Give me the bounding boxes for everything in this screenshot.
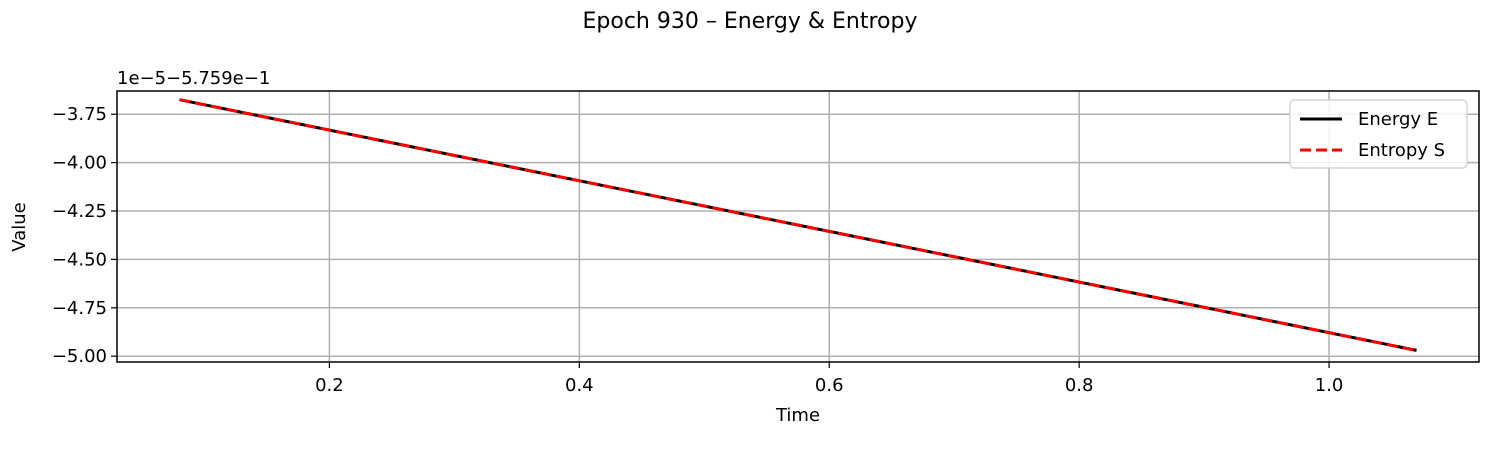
y-axis-label: Value	[9, 202, 30, 251]
plot-frame	[116, 90, 1480, 363]
y-tick-label: −4.25	[52, 201, 107, 222]
x-tick-label: 0.6	[815, 375, 844, 396]
x-axis-label: Time	[775, 405, 820, 426]
x-tick-label: 0.2	[315, 375, 344, 396]
grid-layer	[117, 91, 1479, 362]
legend-label: Energy E	[1358, 109, 1438, 130]
x-tick-label: 0.8	[1065, 375, 1094, 396]
chart-title: Epoch 930 – Energy & Entropy	[583, 9, 918, 34]
y-tick-label: −4.50	[52, 249, 107, 270]
legend-label: Entropy S	[1358, 140, 1445, 161]
series-line-entropy-s	[179, 98, 1417, 352]
legend: Energy E Entropy S	[1289, 99, 1468, 169]
ticks-layer: 0.2 0.4 0.6 0.8 1.0 −3.75 −4.00 −4.25 −4.50 −4.75…	[52, 104, 1344, 396]
y-tick-label: −4.00	[52, 153, 107, 174]
x-tick-label: 1.0	[1315, 375, 1344, 396]
series-layer	[179, 98, 1417, 352]
y-tick-label: −3.75	[52, 104, 107, 125]
y-tick-label: −5.00	[52, 346, 107, 367]
y-offset-label: 1e−5−5.759e−1	[117, 68, 270, 89]
x-tick-label: 0.4	[565, 375, 594, 396]
y-tick-label: −4.75	[52, 298, 107, 319]
